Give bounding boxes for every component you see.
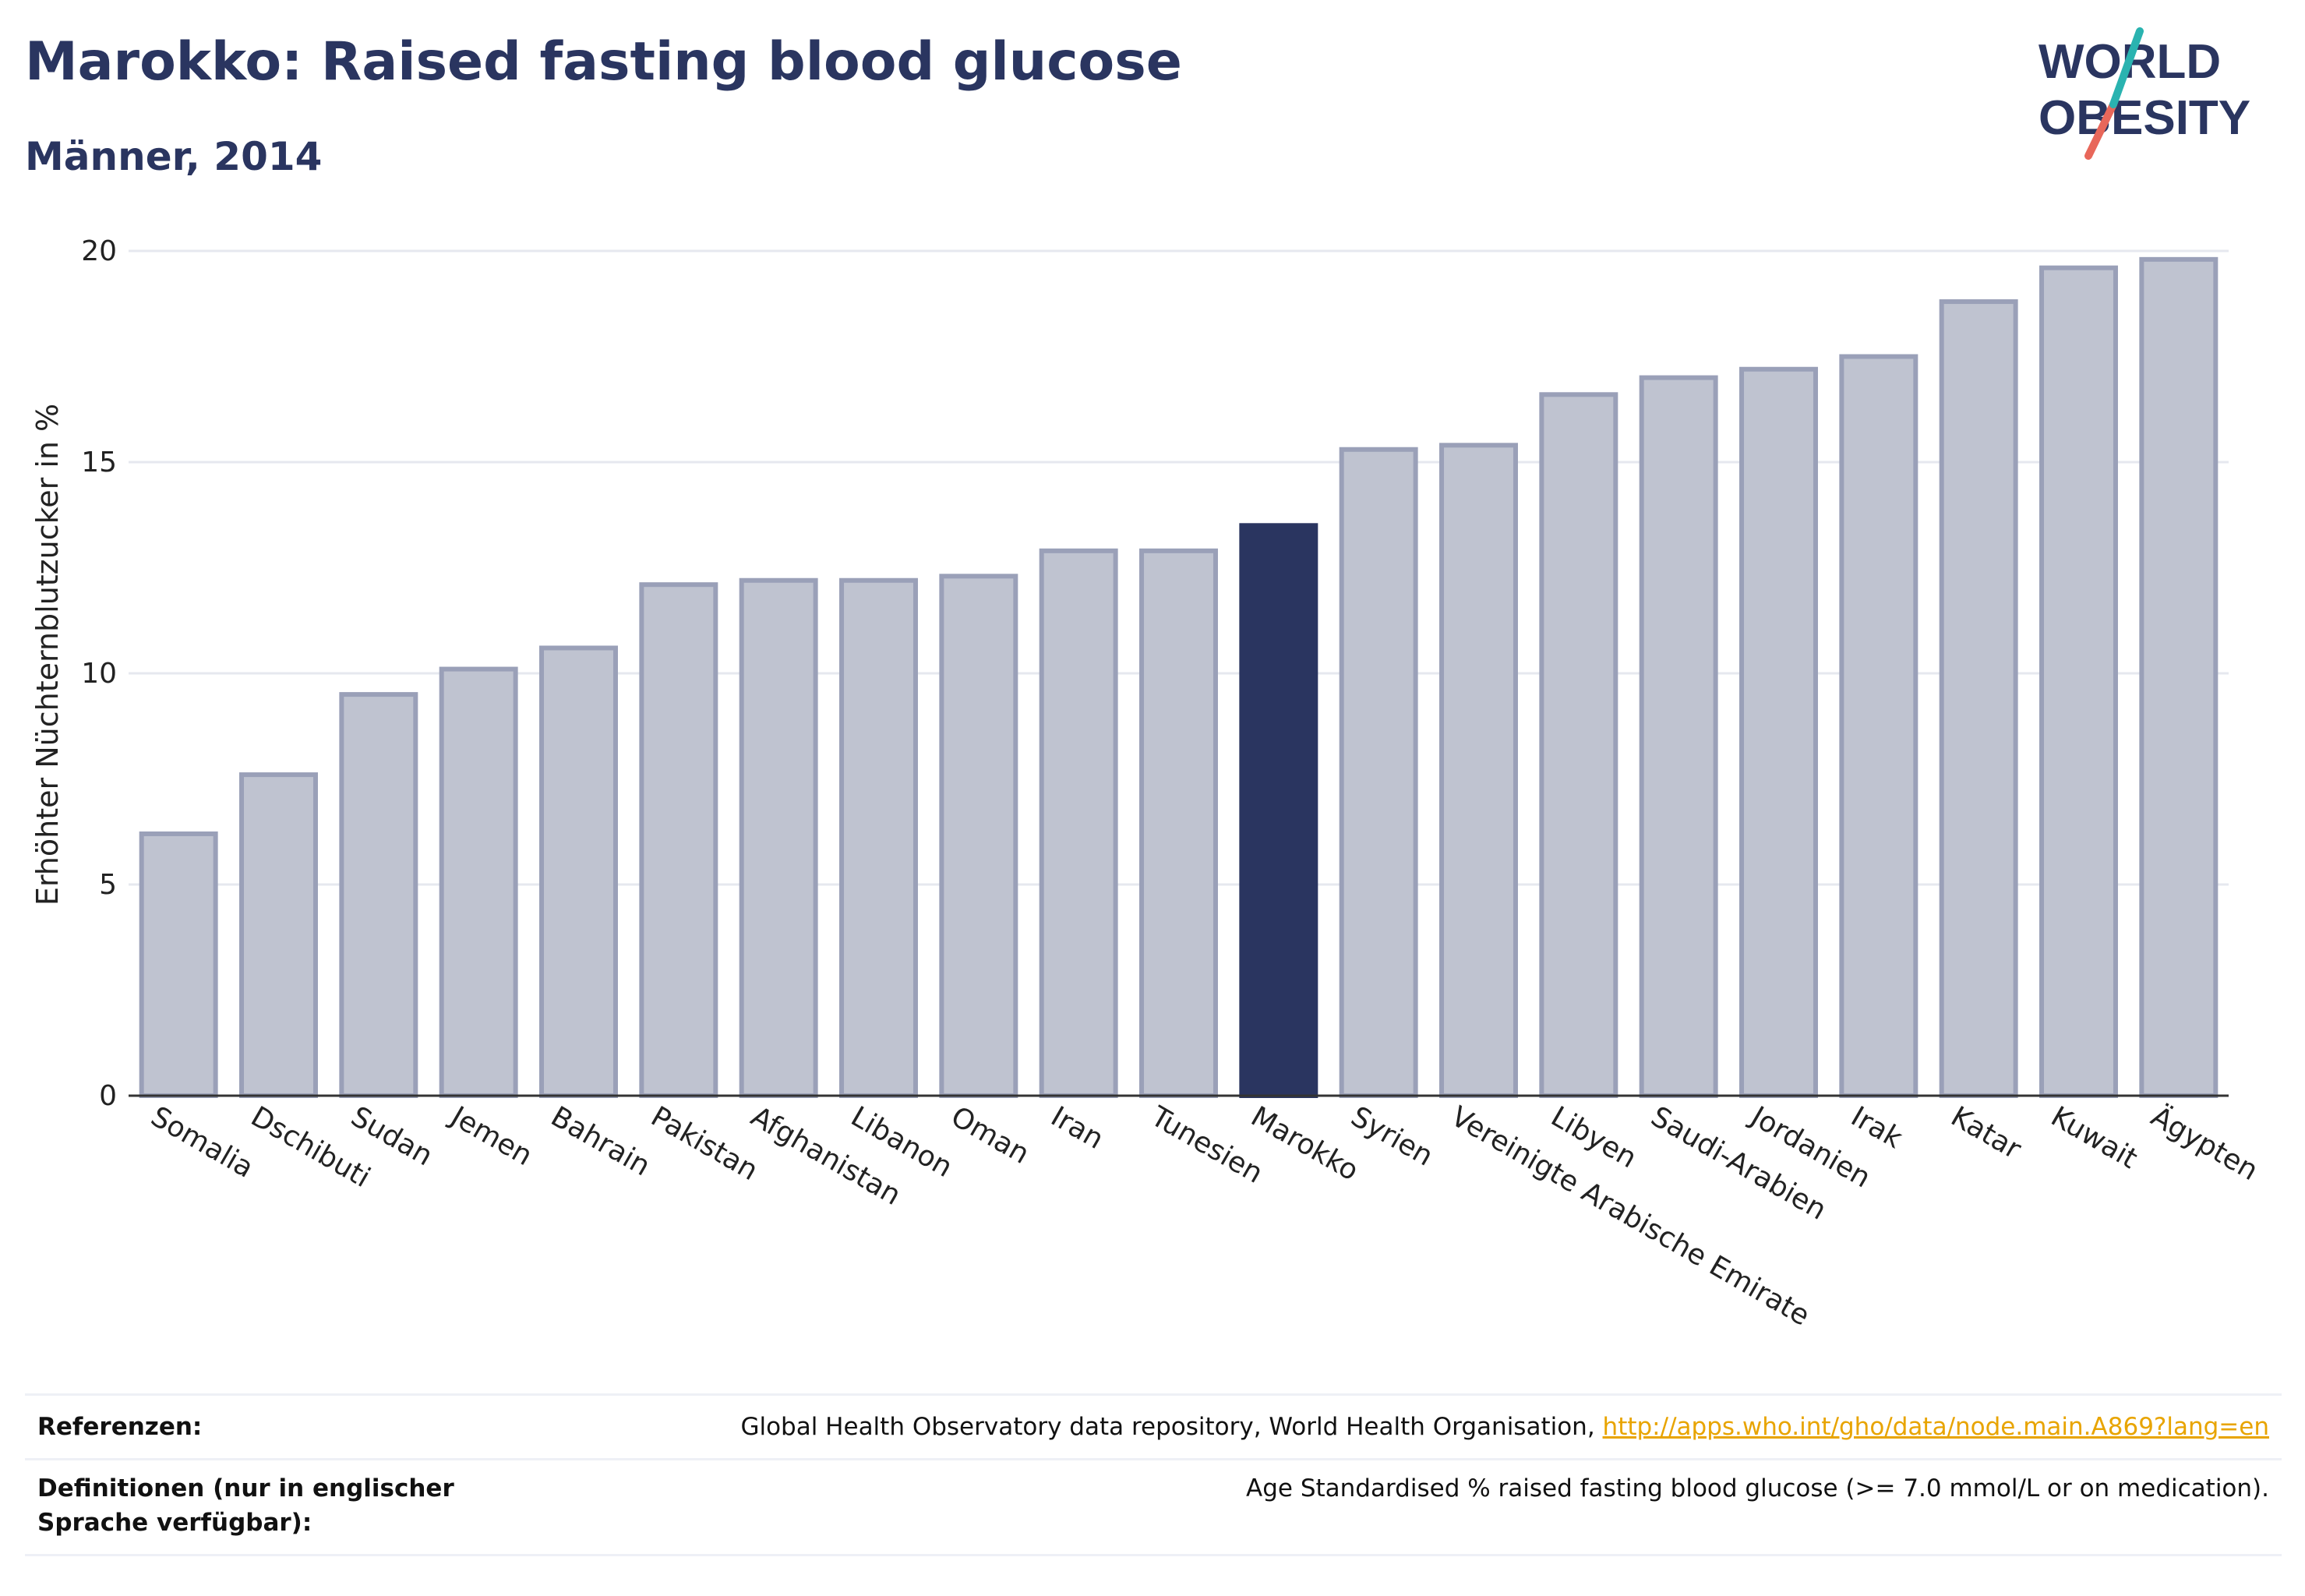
x-tick-label: Marokko (1245, 1100, 1364, 1187)
bar-jordanien[interactable] (1739, 366, 1818, 1098)
references-value: Global Health Observatory data repositor… (740, 1410, 2269, 1444)
chart-subtitle: Männer, 2014 (25, 134, 323, 179)
bar-iran[interactable] (1039, 548, 1118, 1098)
bar-syrien[interactable] (1339, 447, 1418, 1098)
x-tick-label: Bahrain (545, 1100, 655, 1182)
references-table: Referenzen: Global Health Observatory da… (25, 1393, 2282, 1556)
bar-katar[interactable] (1939, 299, 2018, 1099)
x-tick-label: Somalia (146, 1100, 259, 1185)
x-tick-label: Irak (1845, 1100, 1908, 1155)
world-obesity-logo: WORLD OBESITY (2038, 27, 2250, 160)
references-text: Global Health Observatory data repositor… (740, 1413, 1603, 1441)
y-axis-label: Erhöhter Nüchternblutzucker in % (30, 404, 65, 906)
references-label: Referenzen: (37, 1413, 203, 1441)
x-tick-label: Kuwait (2046, 1100, 2143, 1175)
svg-text:OBESITY: OBESITY (2038, 91, 2250, 145)
x-tick-label: Tunesien (1145, 1100, 1268, 1190)
definitions-value: Age Standardised % raised fasting blood … (1246, 1474, 2269, 1502)
bars (139, 256, 2219, 1099)
references-row: Referenzen: Global Health Observatory da… (25, 1393, 2282, 1458)
bar-bahrain[interactable] (539, 645, 618, 1098)
bar-kuwait[interactable] (2039, 265, 2118, 1098)
bar-afghanistan[interactable] (739, 577, 818, 1098)
bar-jemen[interactable] (439, 666, 518, 1098)
bar-libyen[interactable] (1539, 392, 1618, 1098)
definitions-label: Definitionen (nur in englischer Sprache … (37, 1474, 454, 1537)
bar-ägypten[interactable] (2139, 256, 2219, 1099)
bar-libanon[interactable] (839, 577, 918, 1098)
bar-somalia[interactable] (139, 831, 218, 1098)
x-tick-label: Saudi-Arabien (1646, 1100, 1832, 1227)
bar-sudan[interactable] (339, 692, 418, 1098)
bar-dschibuti[interactable] (239, 772, 318, 1099)
bar-saudi-arabien[interactable] (1639, 375, 1718, 1099)
bar-pakistan[interactable] (639, 582, 718, 1098)
y-tick-label: 5 (99, 869, 117, 901)
bar-vereinigte-arabische-emirate[interactable] (1439, 443, 1518, 1098)
y-tick-label: 0 (99, 1080, 117, 1112)
x-tick-label: Oman (945, 1100, 1034, 1171)
definitions-row: Definitionen (nur in englischer Sprache … (25, 1458, 2282, 1556)
y-tick-label: 20 (81, 235, 117, 267)
x-tick-label: Iran (1046, 1100, 1109, 1156)
bar-tunesien[interactable] (1139, 548, 1218, 1098)
x-tick-label: Pakistan (645, 1100, 763, 1187)
chart-title: Marokko: Raised fasting blood glucose (25, 31, 1182, 93)
x-tick-label: Jemen (444, 1100, 538, 1172)
bar-oman[interactable] (939, 574, 1018, 1098)
bar-irak[interactable] (1839, 354, 1918, 1098)
y-tick-label: 15 (81, 447, 117, 478)
x-tick-label: Ägypten (2145, 1100, 2264, 1187)
y-tick-label: 10 (81, 658, 117, 690)
references-link[interactable]: http://apps.who.int/gho/data/node.main.A… (1602, 1413, 2269, 1441)
x-tick-label: Katar (1946, 1100, 2027, 1166)
y-axis-ticks: 0 5 10 15 20 (81, 235, 117, 1112)
bar-marokko[interactable] (1239, 523, 1318, 1098)
